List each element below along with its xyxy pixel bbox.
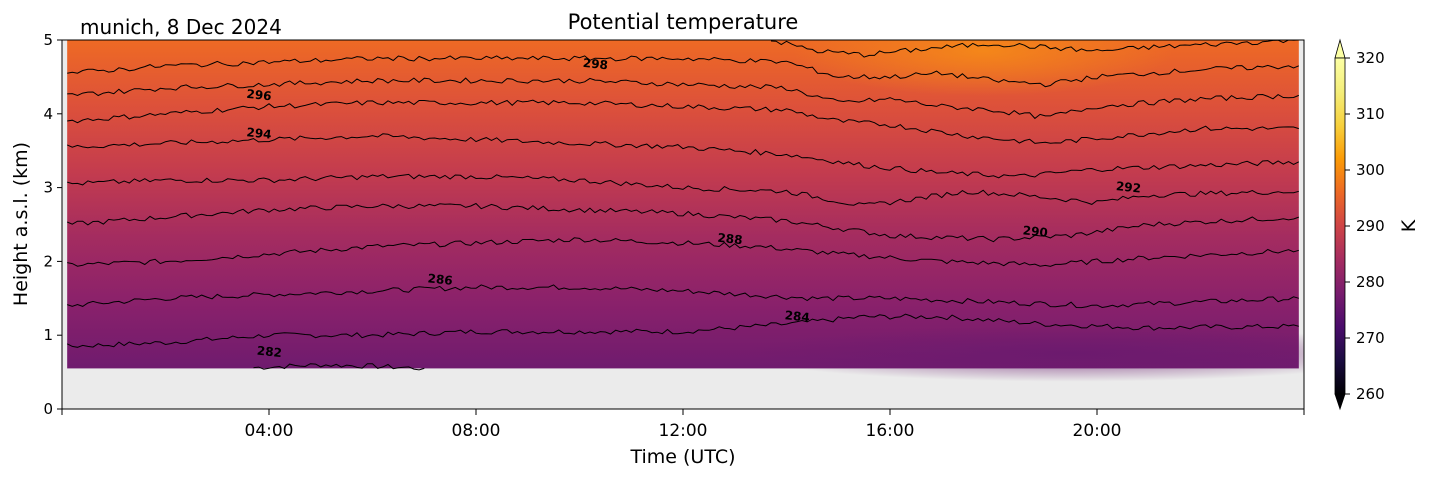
contour-line-282: [253, 363, 425, 371]
colorbar-body: [1334, 57, 1346, 395]
contour-line-302: [770, 40, 1299, 58]
contour-label-286: 286: [427, 271, 453, 288]
colorbar-bottom-extension: [1334, 393, 1346, 411]
y-tick-label: 0: [43, 400, 53, 418]
colorbar-tick-label: 320: [1356, 49, 1385, 67]
contour-line-290: [67, 202, 1299, 243]
potential-temperature-field: [67, 40, 1299, 369]
colorbar-top-extension: [1334, 38, 1346, 59]
colorbar-tick-label: 290: [1356, 217, 1385, 235]
y-tick-label: 4: [43, 105, 53, 123]
contour-label-288: 288: [717, 231, 743, 248]
contour-label-282: 282: [256, 344, 282, 361]
colorbar-tick-label: 300: [1356, 161, 1385, 179]
contour-label-292: 292: [1115, 179, 1141, 196]
contour-label-294: 294: [246, 125, 272, 142]
y-tick-label: 2: [43, 252, 53, 270]
contour-lines: [66, 40, 1300, 371]
colorbar-tick-label: 270: [1356, 329, 1385, 347]
chart-title: Potential temperature: [568, 10, 799, 34]
y-axis-ticks: 0 1 2 3 4 5: [43, 31, 62, 418]
colorbar: 260 270 280 290 300 310 320 K: [1334, 38, 1420, 411]
x-axis-ticks: 04:00 08:00 12:00 16:00 20:00: [61, 409, 1305, 441]
contour-label-290: 290: [1022, 223, 1048, 240]
contour-line-288: [67, 237, 1299, 267]
x-tick-label: 08:00: [452, 421, 501, 441]
contour-label-298: 298: [582, 56, 608, 73]
contour-label-284: 284: [784, 308, 810, 325]
contour-labels: 282 284 286 288 290 292 294 296 298: [246, 56, 1142, 360]
y-tick-label: 3: [43, 179, 53, 197]
x-axis-label: Time (UTC): [629, 446, 735, 468]
x-tick-label: 12:00: [659, 421, 708, 441]
contour-line-298: [67, 77, 1299, 120]
chart-subtitle: munich, 8 Dec 2024: [80, 15, 282, 39]
y-axis-label: Height a.s.l. (km): [10, 142, 32, 306]
contour-line-296: [67, 99, 1299, 144]
colorbar-tick-label: 310: [1356, 105, 1385, 123]
contour-line-294: [66, 133, 1300, 179]
colorbar-tick-label: 260: [1356, 385, 1385, 403]
x-tick-label: 16:00: [866, 421, 915, 441]
contour-line-286: [67, 284, 1299, 309]
contour-line-292: [67, 173, 1299, 206]
plot-area: 282 284 286 288 290 292 294 296 298: [61, 39, 1305, 410]
colorbar-label: K: [1398, 219, 1420, 232]
contour-label-296: 296: [246, 87, 272, 104]
contour-line-300: [67, 55, 1299, 88]
colorbar-ticks: 260 270 280 290 300 310 320: [1345, 49, 1385, 403]
contour-line-284: [66, 313, 1299, 348]
warm-region-overlay: [793, 40, 1174, 97]
colorbar-tick-label: 280: [1356, 273, 1385, 291]
y-tick-label: 5: [43, 31, 53, 49]
x-tick-label: 20:00: [1073, 421, 1122, 441]
x-tick-label: 04:00: [245, 421, 294, 441]
cool-region-overlay: [741, 325, 1304, 382]
y-tick-label: 1: [43, 326, 53, 344]
